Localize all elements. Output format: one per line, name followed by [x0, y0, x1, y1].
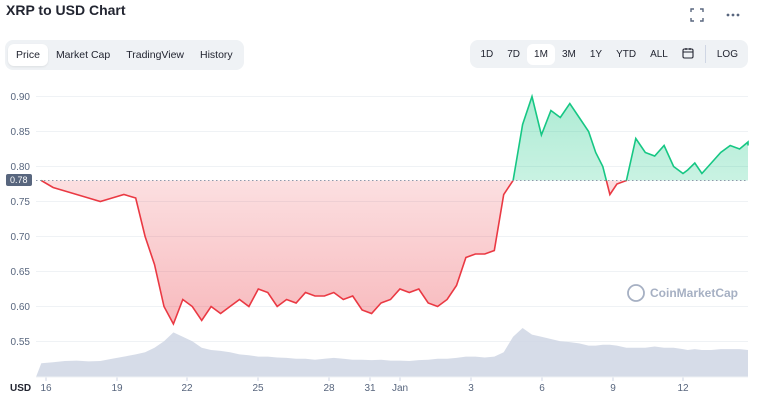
price-fill-down — [41, 180, 748, 324]
y-tick-label: 0.65 — [11, 267, 31, 278]
coinmarketcap-logo-icon — [627, 284, 645, 302]
volume-area — [36, 328, 748, 377]
range-1d[interactable]: 1D — [480, 48, 494, 60]
x-tick-label: 25 — [252, 383, 264, 394]
price-fill-up — [41, 96, 748, 181]
price-series-up — [41, 93, 749, 181]
more-icon[interactable] — [724, 6, 742, 24]
x-tick-label: 19 — [111, 383, 123, 394]
y-tick-label: 0.75 — [11, 197, 31, 208]
y-tick-label: 0.90 — [11, 92, 31, 103]
time-range-selector: 1D 7D 1M 3M 1Y YTD ALL LOG — [470, 40, 748, 68]
range-1y[interactable]: 1Y — [589, 48, 603, 60]
y-tick-label: 0.55 — [11, 337, 31, 348]
y-tick-label: 0.70 — [11, 232, 31, 243]
range-all[interactable]: ALL — [650, 48, 668, 60]
x-tick-label: 3 — [468, 383, 474, 394]
x-tick-label: 28 — [323, 383, 335, 394]
fullscreen-icon[interactable] — [688, 6, 706, 24]
x-tick-label: Jan — [392, 383, 408, 394]
calendar-icon[interactable] — [675, 42, 701, 67]
x-tick-label: 6 — [539, 383, 545, 394]
y-tick-label: 0.80 — [11, 162, 31, 173]
x-axis: USD 16 19 22 25 28 31 Jan 3 6 9 12 — [10, 376, 748, 394]
tab-history[interactable]: History — [200, 49, 233, 61]
x-tick-label: 12 — [677, 383, 689, 394]
chart-title: XRP to USD Chart — [6, 2, 126, 18]
volume-series — [36, 328, 748, 377]
range-7d[interactable]: 7D — [507, 48, 521, 60]
y-axis-label: USD — [10, 383, 31, 394]
chart-type-tabs: Price Market Cap TradingView History — [5, 40, 244, 70]
top-icons — [688, 6, 742, 24]
range-ytd[interactable]: YTD — [616, 48, 637, 60]
watermark: CoinMarketCap — [627, 284, 738, 302]
price-fill — [41, 96, 748, 324]
log-toggle[interactable]: LOG — [716, 48, 738, 60]
range-3m[interactable]: 3M — [561, 48, 576, 60]
y-axis: 0.90 0.85 0.80 0.75 0.70 0.65 0.60 0.55 — [11, 92, 31, 348]
price-chart[interactable]: 0.90 0.85 0.80 0.75 0.70 0.65 0.60 0.55 USD 16 19… — [0, 80, 758, 400]
price-series-down — [40, 180, 628, 326]
tab-market-cap[interactable]: Market Cap — [55, 49, 111, 61]
y-tick-label: 0.60 — [11, 302, 31, 313]
x-tick-label: 16 — [40, 383, 52, 394]
x-tick-label: 31 — [364, 383, 376, 394]
y-tick-label: 0.85 — [11, 127, 31, 138]
range-1m[interactable]: 1M — [527, 43, 555, 65]
x-tick-label: 9 — [610, 383, 616, 394]
price-line — [40, 93, 749, 326]
tab-tradingview[interactable]: TradingView — [126, 49, 184, 61]
range-divider — [704, 45, 706, 63]
watermark-text: CoinMarketCap — [650, 286, 738, 300]
x-tick-label: 22 — [181, 383, 193, 394]
reference-price-label: 0.78 — [6, 173, 32, 186]
tab-price[interactable]: Price — [8, 44, 48, 66]
